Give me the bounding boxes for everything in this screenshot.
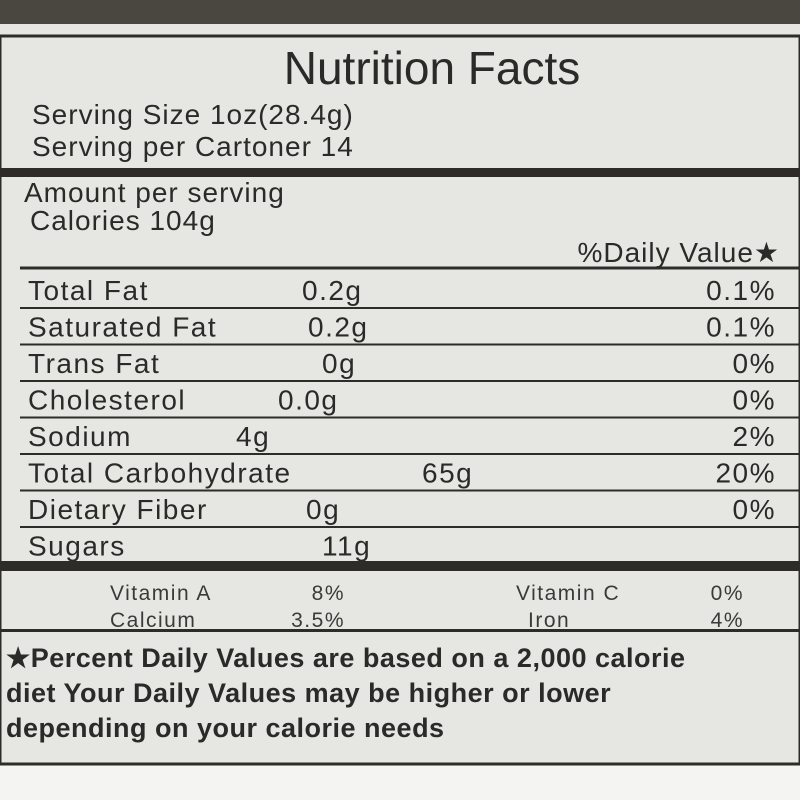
footnote-line: depending on your calorie needs: [6, 713, 445, 743]
daily-value: 2%: [733, 421, 776, 452]
nutrient-name: Trans Fat: [28, 348, 160, 379]
footnote-line: diet Your Daily Values may be higher or …: [6, 678, 611, 708]
daily-value: 0.1%: [706, 312, 776, 343]
vitamin-value: 8%: [312, 582, 345, 605]
thick-rule: [0, 168, 800, 177]
vitamin-value: 3.5%: [291, 609, 345, 632]
vitamin-name: Calcium: [110, 609, 196, 632]
title: Nutrition Facts: [284, 42, 581, 94]
vitamin-value: 4%: [711, 609, 744, 632]
thick-rule: [0, 561, 800, 571]
rule: [0, 629, 800, 632]
amount-header: Amount per serving: [24, 177, 285, 208]
label-panel: [0, 24, 800, 764]
servings: Serving per Cartoner 14: [32, 131, 354, 162]
vitamin-name: Vitamin A: [110, 582, 212, 605]
nutrient-amount: 0g: [322, 348, 356, 379]
nutrient-amount: 11g: [322, 531, 371, 562]
daily-value: 0%: [733, 494, 776, 525]
daily-value: 20%: [715, 458, 776, 489]
footnote-line: ★Percent Daily Values are based on a 2,0…: [6, 643, 686, 673]
nutrient-amount: 65g: [422, 458, 473, 489]
nutrient-amount: 0.2g: [308, 312, 369, 343]
label-border: [0, 34, 800, 766]
calories: Calories 104g: [30, 205, 216, 236]
nutrient-name: Saturated Fat: [28, 312, 217, 343]
nutrient-amount: 0.0g: [278, 385, 339, 416]
daily-value: 0%: [733, 348, 776, 379]
vitamin-name: Vitamin C: [516, 582, 620, 605]
top-edge: [0, 0, 800, 24]
daily-value: 0%: [733, 385, 776, 416]
nutrient-name: Sodium: [28, 421, 132, 452]
nutrient-amount: 4g: [236, 421, 270, 452]
vitamin-name: Iron: [528, 609, 570, 632]
vitamin-value: 0%: [711, 582, 744, 605]
nutrient-name: Dietary Fiber: [28, 494, 208, 525]
serving-size: Serving Size 1oz(28.4g): [32, 99, 354, 130]
nutrient-name: Total Fat: [28, 275, 149, 306]
nutrient-name: Sugars: [28, 531, 126, 562]
nutrient-amount: 0.2g: [302, 275, 363, 306]
daily-value: 0.1%: [706, 275, 776, 306]
nutrient-amount: 0g: [306, 494, 340, 525]
nutrient-name: Cholesterol: [28, 385, 186, 416]
dv-header: %Daily Value★: [577, 237, 780, 268]
nutrient-name: Total Carbohydrate: [28, 458, 292, 489]
